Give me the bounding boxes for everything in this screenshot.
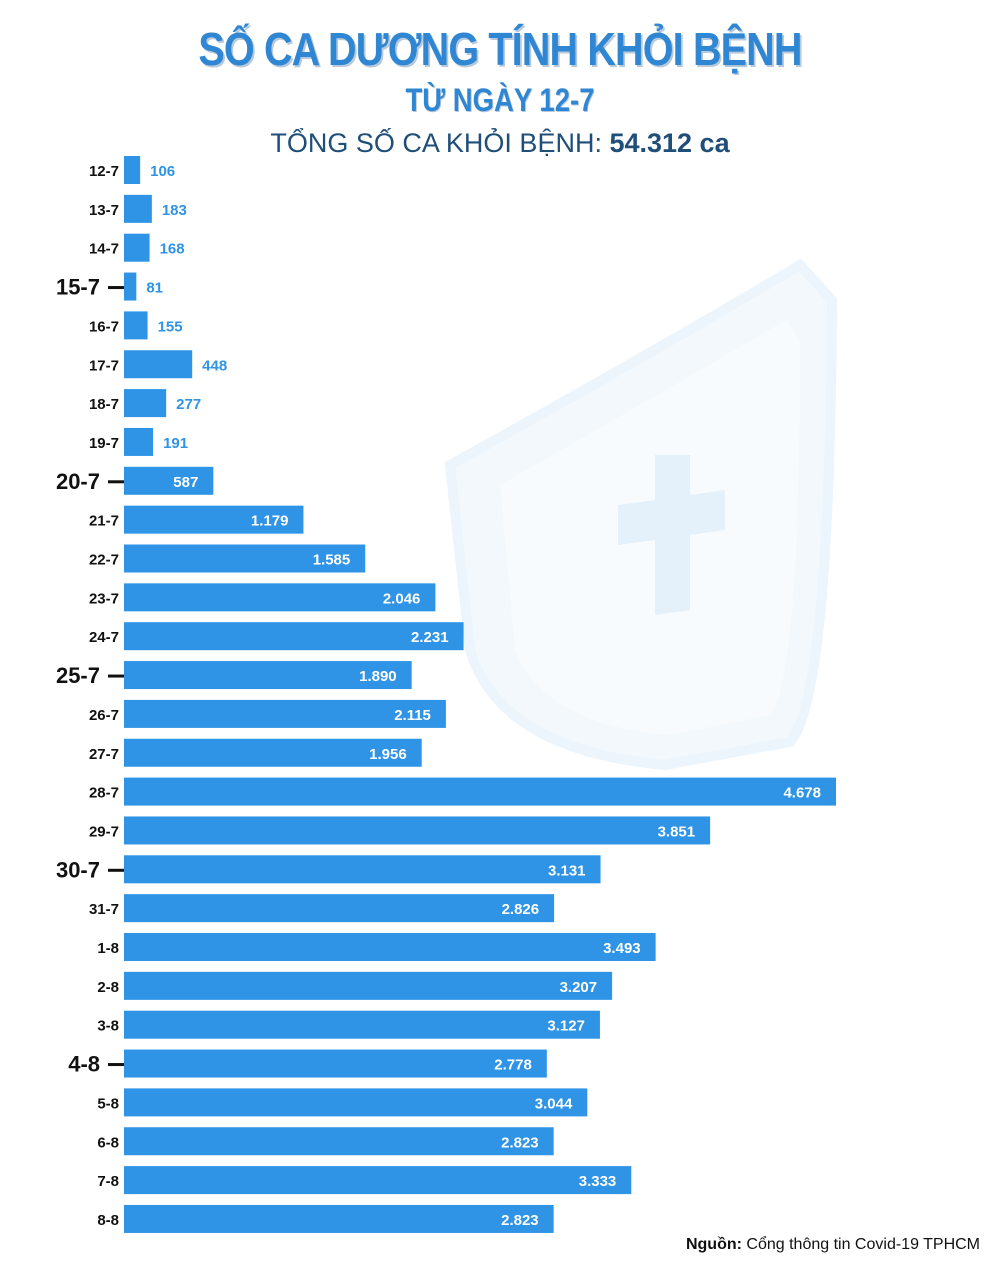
category-label: 21-7 [89, 513, 119, 530]
category-label: 6-8 [97, 1134, 119, 1151]
category-label: 25-7 [56, 663, 100, 688]
category-label: 13-7 [89, 202, 119, 219]
bar-4-8 [124, 1049, 547, 1078]
value-label: 155 [158, 318, 183, 335]
value-label: 3.044 [535, 1095, 573, 1112]
value-label: 2.826 [502, 901, 540, 918]
category-label: 3-8 [97, 1018, 119, 1035]
category-label: 23-7 [89, 590, 119, 607]
category-label: 29-7 [89, 823, 119, 840]
category-label: 7-8 [97, 1173, 119, 1190]
bar-30-7 [124, 855, 601, 884]
bar-1-8 [124, 933, 656, 961]
category-label: 19-7 [89, 435, 119, 452]
bar-21-7 [124, 505, 304, 534]
value-label: 1.179 [251, 513, 289, 530]
value-label: 1.890 [359, 668, 397, 685]
category-label: 18-7 [89, 396, 119, 413]
category-label: 31-7 [89, 901, 119, 918]
bar-2-8 [124, 971, 613, 1000]
bar-5-8 [124, 1088, 588, 1117]
bar-29-7 [124, 816, 711, 845]
source-note: Nguồn: Cổng thông tin Covid-19 TPHCM [686, 1236, 980, 1254]
category-label: 27-7 [89, 746, 119, 763]
category-label: 30-7 [56, 857, 100, 882]
shield-watermark-icon [444, 258, 838, 771]
bar-27-7 [124, 738, 422, 767]
chart-title: SỐ CA DƯƠNG TÍNH KHỎI BỆNH [198, 23, 802, 75]
bar-24-7 [124, 622, 464, 651]
bar-15-7 [124, 272, 137, 301]
category-label: 14-7 [89, 241, 119, 258]
value-label: 2.231 [411, 629, 449, 646]
category-label: 26-7 [89, 707, 119, 724]
category-label: 5-8 [97, 1095, 119, 1112]
value-label: 4.678 [783, 785, 821, 802]
bar-12-7 [124, 156, 141, 184]
category-label: 16-7 [89, 318, 119, 335]
bar-31-7 [124, 894, 555, 923]
bars-layer: 12-7 106 13-7 183 14-7 168 15-7 81 16-7 155 17-7 44… [56, 156, 836, 1233]
category-label: 15-7 [56, 275, 100, 300]
value-label: 191 [163, 435, 188, 452]
category-label: 22-7 [89, 552, 119, 569]
value-label: 106 [150, 163, 175, 180]
value-label: 3.493 [603, 940, 641, 957]
category-label: 24-7 [89, 629, 119, 646]
bar-7-8 [124, 1166, 632, 1195]
bar-8-8 [124, 1204, 554, 1233]
value-label: 448 [202, 357, 227, 374]
total-label: TỔNG SỐ CA KHỎI BỆNH: [270, 128, 602, 158]
bar-22-7 [124, 544, 366, 573]
bar-26-7 [124, 699, 446, 728]
total-summary: TỔNG SỐ CA KHỎI BỆNH: 54.312 ca [0, 128, 1000, 159]
category-label: 8-8 [97, 1212, 119, 1229]
value-label: 3.131 [548, 862, 586, 879]
bar-18-7 [124, 389, 167, 418]
value-label: 2.823 [501, 1212, 539, 1229]
value-label: 183 [162, 202, 187, 219]
bar-14-7 [124, 233, 150, 262]
bar-20-7 [124, 466, 214, 495]
category-label: 4-8 [68, 1052, 100, 1077]
source-text: Cổng thông tin Covid-19 TPHCM [746, 1236, 980, 1253]
value-label: 2.823 [501, 1134, 539, 1151]
value-label: 3.127 [547, 1018, 585, 1035]
category-label: 12-7 [89, 163, 119, 180]
bar-25-7 [124, 661, 412, 690]
value-label: 2.115 [394, 707, 431, 724]
value-label: 81 [146, 280, 163, 297]
bar-3-8 [124, 1010, 600, 1039]
bar-13-7 [124, 194, 152, 223]
value-label: 1.956 [369, 746, 407, 763]
value-label: 3.333 [579, 1173, 617, 1190]
category-label: 2-8 [97, 979, 119, 996]
category-label: 20-7 [56, 469, 100, 494]
bar-16-7 [124, 311, 148, 340]
category-label: 1-8 [97, 940, 119, 957]
bar-28-7 [124, 777, 836, 806]
source-label: Nguồn: [685, 1236, 742, 1253]
value-label: 2.046 [383, 590, 421, 607]
bar-23-7 [124, 583, 436, 612]
value-label: 277 [176, 396, 201, 413]
value-label: 2.778 [494, 1057, 532, 1074]
chart-subtitle: TỪ NGÀY 12-7 [405, 82, 595, 118]
value-label: 1.585 [313, 552, 351, 569]
bar-17-7 [124, 350, 193, 379]
value-label: 3.207 [560, 979, 598, 996]
category-label: 28-7 [89, 785, 119, 802]
bar-6-8 [124, 1127, 554, 1156]
category-label: 17-7 [89, 357, 119, 374]
total-value: 54.312 ca [609, 128, 730, 158]
bar-19-7 [124, 427, 154, 456]
value-label: 168 [160, 241, 185, 258]
value-label: 3.851 [658, 823, 696, 840]
value-label: 587 [173, 474, 198, 491]
